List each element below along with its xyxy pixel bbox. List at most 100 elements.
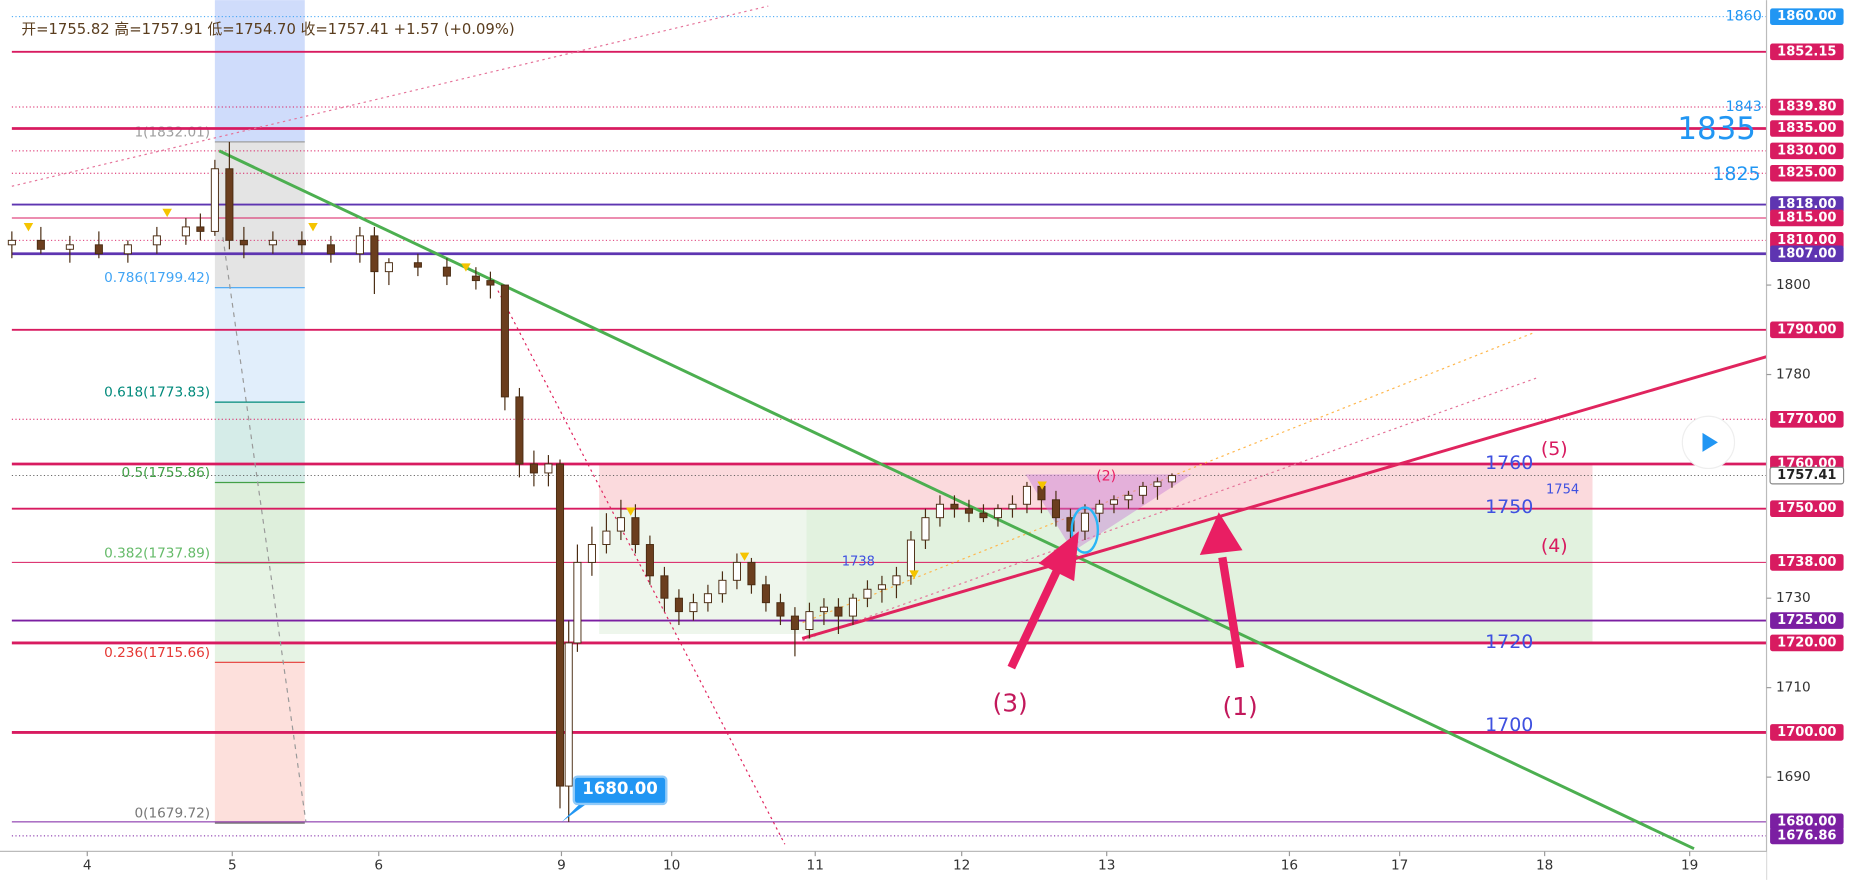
candle-body bbox=[1124, 494, 1133, 501]
fib-band bbox=[214, 287, 305, 403]
price-label-box bbox=[1770, 98, 1844, 116]
price-label-box bbox=[1770, 8, 1844, 25]
candle-body bbox=[297, 239, 306, 246]
candle-body bbox=[1167, 475, 1176, 483]
price-label-box bbox=[1770, 410, 1844, 428]
candle-body bbox=[805, 611, 814, 630]
candle-body bbox=[94, 244, 103, 255]
y-tick-label: 1730 bbox=[1776, 590, 1811, 606]
candle-body bbox=[326, 244, 335, 255]
price-label-box bbox=[1770, 164, 1844, 182]
candle-body bbox=[1051, 499, 1060, 519]
candle-body bbox=[515, 396, 524, 465]
candle-body bbox=[370, 235, 379, 273]
annotation: 1738 bbox=[842, 555, 875, 570]
zone bbox=[599, 463, 1593, 509]
x-tick-label: 12 bbox=[953, 858, 970, 874]
fib-band bbox=[214, 662, 305, 824]
price-label: 1818.00 bbox=[1777, 197, 1836, 212]
price-label: 1700.00 bbox=[1777, 725, 1836, 740]
x-tick-label: 4 bbox=[83, 858, 92, 874]
annotations: 1860 1843 1835 1825 1760 1750 1720 1700 … bbox=[561, 9, 1762, 822]
triangle-zone bbox=[1025, 474, 1192, 552]
x-axis-panel bbox=[0, 851, 1767, 893]
candle-body bbox=[790, 615, 799, 630]
annotation: (5) bbox=[1541, 438, 1568, 460]
candle-body bbox=[587, 544, 596, 563]
fib-label: 0.5(1755.86) bbox=[121, 465, 210, 481]
candle-body bbox=[555, 463, 565, 787]
price-label-box bbox=[1770, 142, 1844, 160]
candle-body bbox=[1022, 485, 1031, 505]
play-button[interactable] bbox=[1681, 415, 1736, 470]
price-label: 1790.00 bbox=[1777, 322, 1836, 337]
candle-body bbox=[355, 235, 364, 255]
price-label-box bbox=[1770, 724, 1844, 741]
price-label: 1750.00 bbox=[1777, 501, 1836, 516]
x-tick-label: 13 bbox=[1098, 858, 1115, 874]
candle-body bbox=[181, 226, 190, 237]
markers bbox=[23, 208, 1047, 579]
candle-body bbox=[225, 168, 234, 241]
price-label-box bbox=[1770, 120, 1844, 137]
candle-body bbox=[268, 239, 277, 246]
x-tick-label: 19 bbox=[1681, 858, 1698, 874]
candle-body bbox=[921, 517, 930, 541]
candle-body bbox=[1109, 499, 1118, 505]
annotation: 1860 bbox=[1726, 9, 1762, 25]
candle-body bbox=[848, 597, 857, 617]
fib-label: 0.786(1799.42) bbox=[104, 270, 210, 286]
fib-top-band bbox=[214, 0, 305, 142]
price-label: 1839.80 bbox=[1777, 100, 1836, 115]
candle-body bbox=[602, 530, 611, 545]
price-label-box bbox=[1770, 196, 1844, 213]
x-tick-label: 6 bbox=[374, 858, 383, 874]
candle-body bbox=[152, 235, 161, 246]
candle-body bbox=[906, 539, 915, 577]
y-tick-label: 1690 bbox=[1776, 769, 1811, 785]
annotation: (4) bbox=[1541, 535, 1568, 557]
x-tick-label: 10 bbox=[663, 858, 680, 874]
channel-line bbox=[802, 331, 1536, 624]
candle-body bbox=[1008, 503, 1017, 510]
price-label-box bbox=[1770, 500, 1844, 518]
annotation: 1835 bbox=[1677, 111, 1755, 147]
fib-diagonal bbox=[222, 237, 307, 822]
fib-band bbox=[214, 562, 305, 663]
annotation: 1760 bbox=[1485, 452, 1533, 474]
candle-body bbox=[819, 606, 828, 613]
price-label: 1852.15 bbox=[1777, 44, 1836, 59]
annotation: (3) bbox=[992, 688, 1027, 717]
candle-body bbox=[573, 561, 582, 644]
candle-body bbox=[210, 168, 219, 232]
fib-label: 0.236(1715.66) bbox=[104, 645, 210, 661]
candle-body bbox=[7, 239, 16, 246]
candle-body bbox=[892, 575, 901, 586]
price-label: 1825.00 bbox=[1777, 166, 1836, 181]
price-label: 1725.00 bbox=[1777, 613, 1836, 628]
price-label: 1680.00 bbox=[1777, 814, 1836, 829]
candle-body bbox=[36, 239, 45, 250]
candle-body bbox=[761, 584, 770, 604]
fib-band bbox=[214, 482, 305, 563]
candle-body bbox=[776, 602, 785, 617]
price-label: 1738.00 bbox=[1777, 555, 1836, 570]
candle-body bbox=[703, 593, 712, 604]
price-label: 1807.00 bbox=[1777, 246, 1836, 261]
candle-body bbox=[993, 508, 1002, 519]
candle-body bbox=[1080, 512, 1089, 532]
y-tick-label: 1780 bbox=[1776, 367, 1811, 383]
candle-body bbox=[689, 602, 698, 613]
candle-body bbox=[950, 503, 959, 510]
candle-body bbox=[935, 503, 944, 519]
play-icon[interactable] bbox=[1702, 432, 1718, 452]
x-tick-label: 18 bbox=[1536, 858, 1553, 874]
candle-body bbox=[442, 266, 451, 277]
x-tick-label: 16 bbox=[1281, 858, 1298, 874]
price-label-box bbox=[1769, 466, 1845, 485]
price-label: 1676.86 bbox=[1777, 828, 1836, 843]
price-label-box bbox=[1770, 813, 1844, 831]
price-label: 1720.00 bbox=[1777, 635, 1836, 650]
